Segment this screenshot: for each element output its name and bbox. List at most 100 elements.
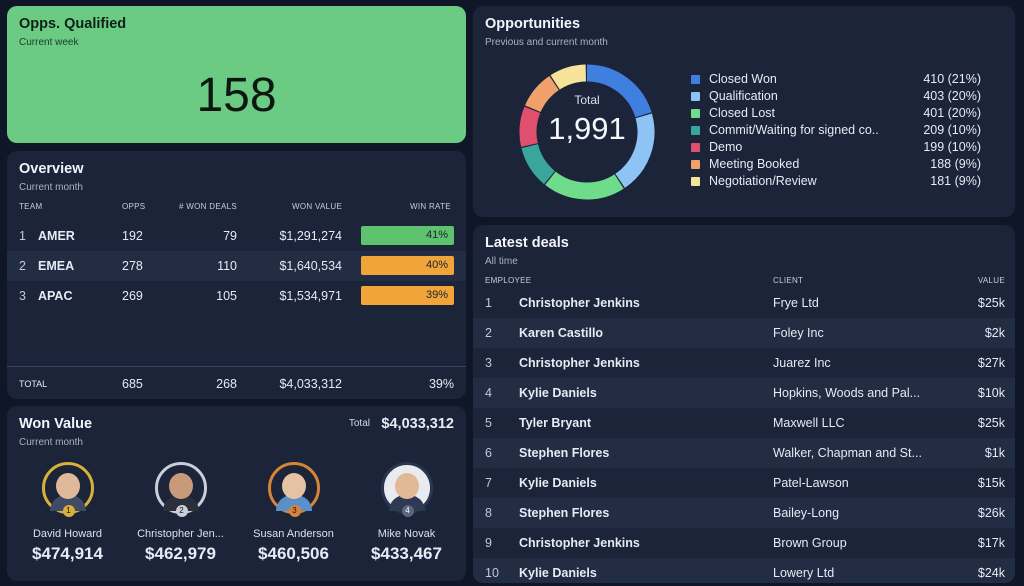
deal-num: 3 [485, 356, 492, 370]
legend-label: Meeting Booked [709, 157, 800, 171]
deal-value: $1k [984, 446, 1005, 460]
rank-badge: 3 [288, 505, 301, 517]
deal-client: Maxwell LLC [773, 416, 845, 430]
row-opps: 269 [122, 289, 143, 303]
deal-value: $10k [977, 386, 1005, 400]
deal-num: 1 [485, 296, 492, 310]
opps-qualified-subtitle: Current week [19, 37, 79, 48]
rank-badge: 2 [175, 505, 188, 517]
deal-value: $25k [977, 296, 1005, 310]
deal-row[interactable]: 5 Tyler Bryant Maxwell LLC $25k [473, 408, 1015, 438]
legend-label: Closed Lost [709, 106, 776, 120]
legend-item: Meeting Booked 188 (9%) [691, 157, 981, 174]
latest-deals-title: Latest deals [485, 235, 569, 251]
win-rate-bar: 40% [361, 256, 454, 275]
overview-total-row: TOTAL 685 268 $4,033,312 39% [7, 366, 466, 397]
deal-employee: Karen Castillo [519, 326, 604, 340]
deal-employee: Kylie Daniels [519, 476, 597, 490]
overview-row: 2 EMEA 278 110 $1,640,534 40% [7, 251, 466, 281]
row-num: 1 [19, 229, 26, 243]
legend-value: 188 (9%) [930, 157, 981, 171]
header-win-rate: WIN RATE [410, 202, 451, 211]
header-employee: EMPLOYEE [485, 276, 532, 285]
win-rate-bar: 41% [361, 226, 454, 245]
avatar: 3 [267, 462, 320, 517]
deal-row[interactable]: 1 Christopher Jenkins Frye Ltd $25k [473, 288, 1015, 318]
header-opps: OPPS [122, 202, 146, 211]
deal-value: $26k [977, 506, 1005, 520]
opportunities-panel: Opportunities Previous and current month… [473, 6, 1015, 217]
rank-badge: 4 [401, 505, 414, 517]
donut-slice-commit-waiting-for-signed-co[interactable] [521, 143, 556, 185]
deal-employee: Stephen Flores [519, 506, 610, 520]
total-won-deals: 268 [216, 377, 237, 391]
legend-label: Commit/Waiting for signed co... [709, 123, 879, 137]
row-won-value: $1,291,274 [279, 229, 342, 243]
legend-value: 403 (20%) [923, 89, 981, 103]
deal-num: 6 [485, 446, 492, 460]
person-value: $433,467 [371, 544, 442, 563]
header-won-deals: # WON DEALS [179, 202, 237, 211]
deal-row[interactable]: 10 Kylie Daniels Lowery Ltd $24k [473, 558, 1015, 583]
row-team: APAC [38, 289, 73, 303]
leaderboard-person[interactable]: 1 David Howard $474,914 [11, 462, 124, 564]
deal-row[interactable]: 6 Stephen Flores Walker, Chapman and St...… [473, 438, 1015, 468]
deal-row[interactable]: 8 Stephen Flores Bailey-Long $26k [473, 498, 1015, 528]
overview-row: 1 AMER 192 79 $1,291,274 41% [7, 221, 466, 251]
donut-slice-meeting-booked[interactable] [524, 75, 560, 113]
deal-row[interactable]: 3 Christopher Jenkins Juarez Inc $27k [473, 348, 1015, 378]
deal-client: Foley Inc [773, 326, 824, 340]
deal-row[interactable]: 9 Christopher Jenkins Brown Group $17k [473, 528, 1015, 558]
person-value: $474,914 [32, 544, 103, 563]
deal-row[interactable]: 2 Karen Castillo Foley Inc $2k [473, 318, 1015, 348]
deal-row[interactable]: 4 Kylie Daniels Hopkins, Woods and Pal... $… [473, 378, 1015, 408]
won-value-title: Won Value [19, 416, 93, 432]
deal-value: $24k [977, 566, 1005, 580]
leaderboard-person[interactable]: 4 Mike Novak $433,467 [350, 462, 463, 564]
donut-slice-demo[interactable] [519, 106, 541, 147]
donut-slice-closed-won[interactable] [586, 64, 652, 118]
rank-badge: 1 [62, 505, 75, 517]
deal-client: Patel-Lawson [773, 476, 849, 490]
deal-value: $2k [984, 326, 1005, 340]
opportunities-donut [519, 64, 655, 200]
deal-num: 2 [485, 326, 492, 340]
win-rate-label: 41% [425, 229, 448, 241]
deal-value: $17k [977, 536, 1005, 550]
legend-item: Commit/Waiting for signed co... 209 (10%) [691, 123, 981, 140]
legend-value: 410 (21%) [923, 72, 981, 86]
leaderboard-person[interactable]: 3 Susan Anderson $460,506 [237, 462, 350, 564]
row-won-value: $1,534,971 [279, 289, 342, 303]
avatar: 1 [41, 462, 94, 517]
deal-employee: Christopher Jenkins [519, 536, 640, 550]
deal-row[interactable]: 7 Kylie Daniels Patel-Lawson $15k [473, 468, 1015, 498]
legend-item: Closed Won 410 (21%) [691, 72, 981, 89]
donut-slice-negotiation-review[interactable] [550, 64, 587, 90]
avatar: 2 [154, 462, 207, 517]
person-name: Susan Anderson [253, 528, 334, 540]
legend-value: 199 (10%) [923, 140, 981, 154]
opps-qualified-value: 158 [196, 69, 277, 122]
deal-client: Brown Group [773, 536, 847, 550]
person-name: Christopher Jen... [137, 528, 224, 540]
deal-num: 10 [485, 566, 499, 580]
donut-slice-qualification[interactable] [615, 113, 655, 188]
deal-employee: Stephen Flores [519, 446, 610, 460]
row-opps: 278 [122, 259, 143, 273]
donut-slice-closed-lost[interactable] [545, 171, 624, 200]
leaderboard-person[interactable]: 2 Christopher Jen... $462,979 [124, 462, 237, 564]
won-total-label: Total [348, 418, 370, 429]
deal-client: Walker, Chapman and St... [773, 446, 922, 460]
won-total-value: $4,033,312 [381, 416, 454, 432]
legend-item: Qualification 403 (20%) [691, 89, 981, 106]
overview-row: 3 APAC 269 105 $1,534,971 39% [7, 281, 466, 311]
row-team: EMEA [38, 259, 75, 273]
latest-deals-panel: Latest deals All time EMPLOYEE CLIENT VA… [473, 225, 1015, 583]
legend-item: Negotiation/Review 181 (9%) [691, 174, 981, 191]
row-won-deals: 79 [223, 229, 237, 243]
row-num: 3 [19, 289, 26, 303]
row-team: AMER [38, 229, 75, 243]
header-team: TEAM [19, 202, 43, 211]
deal-num: 5 [485, 416, 492, 430]
opportunities-subtitle: Previous and current month [485, 37, 608, 48]
